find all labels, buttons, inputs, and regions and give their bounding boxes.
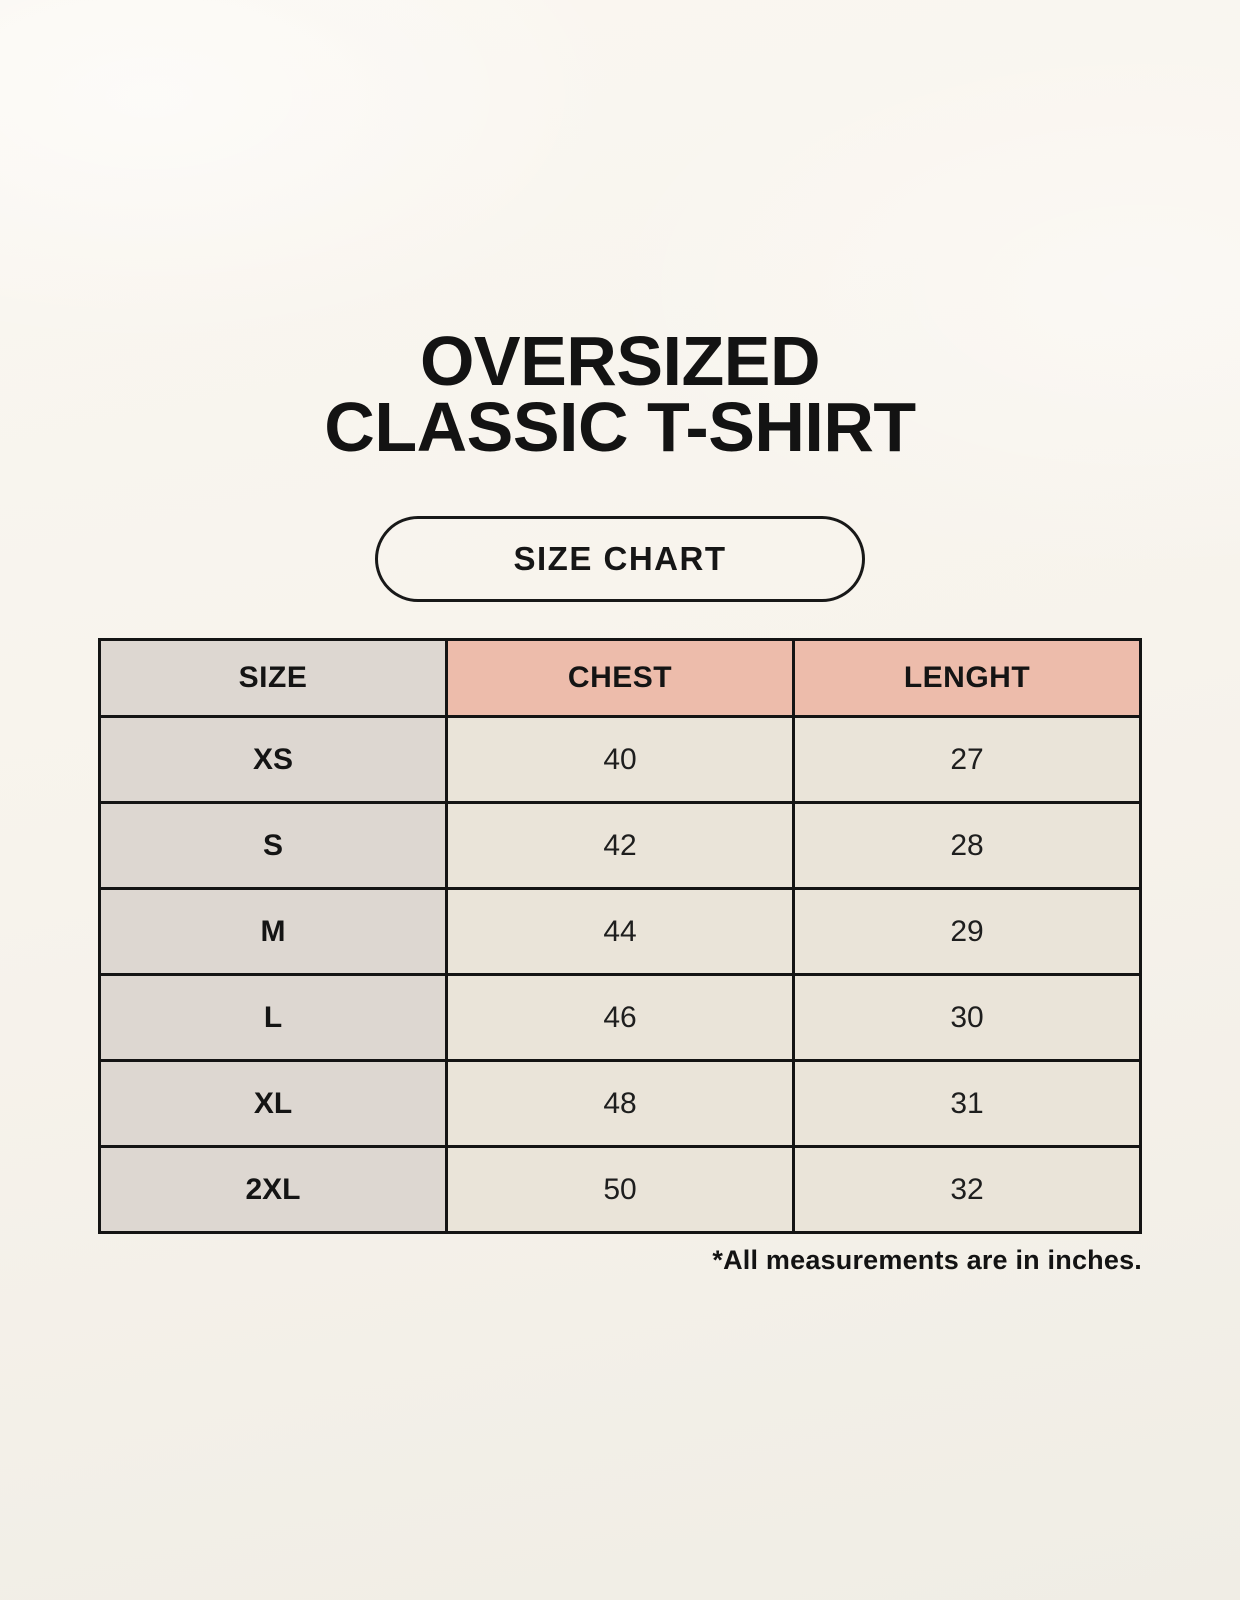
table-row: L 46 30 (98, 973, 1142, 1062)
size-chart-table: SIZE CHEST LENGHT XS 40 27 S 42 28 M 44 … (98, 638, 1142, 1234)
size-label: S (98, 801, 448, 890)
size-label: L (98, 973, 448, 1062)
table-row: XL 48 31 (98, 1059, 1142, 1148)
table-row: 2XL 50 32 (98, 1145, 1142, 1234)
length-value: 31 (792, 1059, 1142, 1148)
column-header-chest: CHEST (445, 638, 795, 718)
length-value: 28 (792, 801, 1142, 890)
size-chart-badge-container: SIZE CHART (0, 516, 1240, 602)
page-title-line1: OVERSIZED (419, 322, 821, 400)
column-header-length: LENGHT (792, 638, 1142, 718)
size-chart-table-body: XS 40 27 S 42 28 M 44 29 L 46 30 XL 48 (98, 715, 1142, 1234)
measurements-footnote: *All measurements are in inches. (712, 1245, 1142, 1275)
chest-value: 50 (445, 1145, 795, 1234)
table-row: XS 40 27 (98, 715, 1142, 804)
size-label: M (98, 887, 448, 976)
size-chart-button-label: SIZE CHART (513, 540, 727, 577)
size-label: XL (98, 1059, 448, 1148)
size-chart-button[interactable]: SIZE CHART (375, 516, 865, 602)
page-title: OVERSIZED CLASSIC T-SHIRT (0, 0, 1240, 466)
table-row: M 44 29 (98, 887, 1142, 976)
chest-value: 42 (445, 801, 795, 890)
size-chart-table-header: SIZE CHEST LENGHT (98, 638, 1142, 718)
length-value: 27 (792, 715, 1142, 804)
table-row: S 42 28 (98, 801, 1142, 890)
size-label: XS (98, 715, 448, 804)
header-row: SIZE CHEST LENGHT (98, 638, 1142, 718)
length-value: 32 (792, 1145, 1142, 1234)
length-value: 29 (792, 887, 1142, 976)
chest-value: 40 (445, 715, 795, 804)
chest-value: 48 (445, 1059, 795, 1148)
chest-value: 44 (445, 887, 795, 976)
length-value: 30 (792, 973, 1142, 1062)
page-title-line2: CLASSIC T-SHIRT (324, 388, 916, 466)
chest-value: 46 (445, 973, 795, 1062)
column-header-size: SIZE (98, 638, 448, 718)
size-label: 2XL (98, 1145, 448, 1234)
